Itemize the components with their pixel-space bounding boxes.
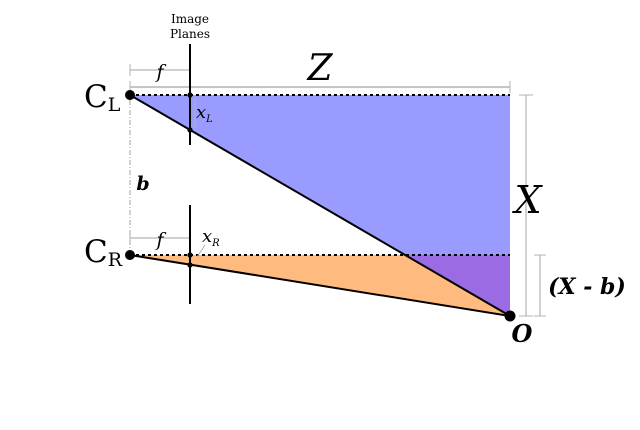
- camera-center-left-label: CL: [84, 79, 121, 116]
- z-label: Z: [306, 48, 333, 89]
- camera-center-right-label: CR: [84, 234, 123, 271]
- f-bottom-label: f: [154, 229, 166, 251]
- object-point-o-dot: [504, 310, 516, 322]
- xr-leader-line: [196, 244, 206, 258]
- x-minus-b-label: (X - b): [548, 274, 626, 300]
- image-planes-label-line1: Image: [171, 12, 209, 26]
- camera-center-right-dot: [125, 250, 135, 260]
- b-label: b: [136, 173, 149, 195]
- f-top-label: f: [154, 61, 166, 83]
- o-label: O: [512, 319, 533, 348]
- x-label: X: [511, 178, 543, 222]
- xl-label: xL: [196, 102, 213, 125]
- xr-label: xR: [202, 226, 220, 249]
- xl-plane-dot-bottom: [187, 127, 193, 133]
- right-ray-to-o: [129, 254, 511, 317]
- left-ray-to-o: [129, 94, 511, 317]
- camera-center-left-dot: [125, 90, 135, 100]
- xr-plane-dot-bottom: [187, 262, 193, 268]
- xr-plane-dot-top: [187, 252, 193, 258]
- xl-plane-dot-top: [187, 92, 193, 98]
- image-planes-label-line2: Planes: [170, 27, 210, 41]
